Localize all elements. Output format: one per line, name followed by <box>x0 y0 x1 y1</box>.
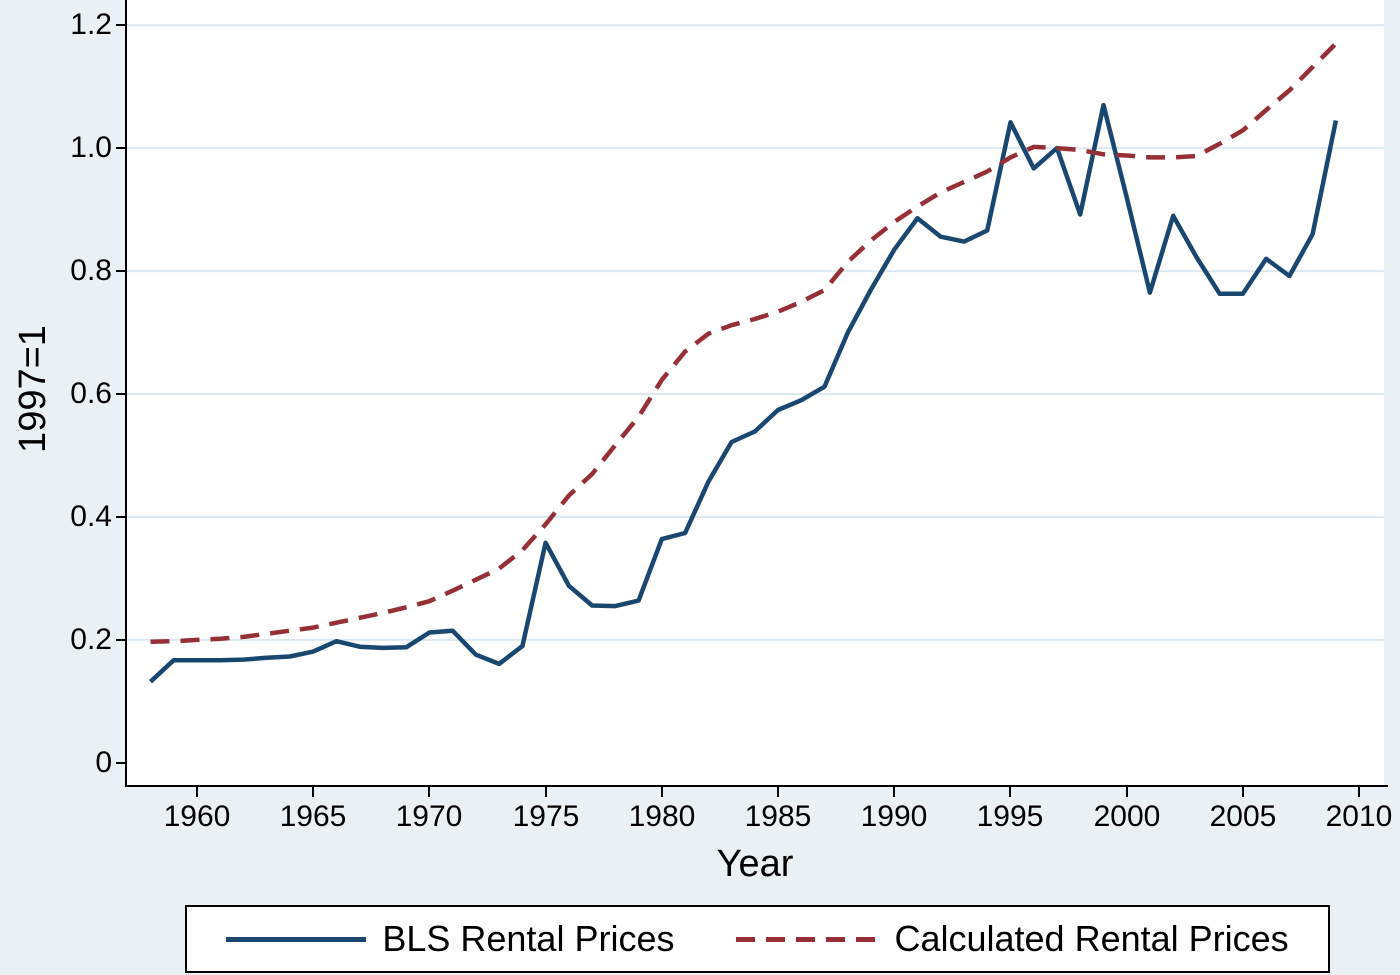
y-tick-mark <box>116 639 126 641</box>
x-tick-label: 2010 <box>1325 800 1393 833</box>
x-tick-label: 1960 <box>163 800 231 833</box>
y-tick-label: 0.6 <box>70 377 112 410</box>
x-tick-mark <box>661 787 663 797</box>
y-tick-mark <box>116 516 126 518</box>
plot-svg <box>127 24 1384 684</box>
x-tick-mark <box>1358 787 1360 797</box>
y-tick-label: 1.0 <box>70 131 112 164</box>
x-tick-mark <box>1242 787 1244 797</box>
legend-item-bls: BLS Rental Prices <box>226 918 674 960</box>
legend-label-bls: BLS Rental Prices <box>382 918 675 959</box>
x-tick-label: 1995 <box>976 800 1044 833</box>
y-tick-label: 0.8 <box>70 254 112 287</box>
x-axis-title: Year <box>716 843 794 885</box>
x-tick-label: 1975 <box>512 800 580 833</box>
y-axis-title: 1997=1 <box>12 325 54 453</box>
y-tick-label: 0.4 <box>70 500 112 533</box>
y-tick-label: 0.2 <box>70 623 112 656</box>
calculated-series-line <box>150 42 1338 645</box>
x-tick-label: 2005 <box>1209 800 1277 833</box>
y-axis-spine <box>125 0 127 787</box>
y-tick-mark <box>116 762 126 764</box>
x-tick-label: 1970 <box>395 800 463 833</box>
x-axis-spine <box>125 785 1388 787</box>
y-tick-mark <box>116 393 126 395</box>
gridlines <box>127 24 1384 641</box>
x-tick-label: 1990 <box>860 800 928 833</box>
legend-label-calculated: Calculated Rental Prices <box>894 918 1289 959</box>
y-tick-mark <box>116 147 126 149</box>
x-tick-mark <box>893 787 895 797</box>
plot-area <box>127 0 1384 785</box>
x-tick-mark <box>196 787 198 797</box>
x-tick-mark <box>428 787 430 797</box>
bls-line-sample-icon <box>226 936 367 942</box>
x-tick-label: 1965 <box>279 800 347 833</box>
x-tick-mark <box>1126 787 1128 797</box>
y-tick-mark <box>116 270 126 272</box>
y-tick-label: 1.2 <box>70 8 112 41</box>
x-tick-mark <box>312 787 314 797</box>
x-tick-label: 1985 <box>744 800 812 833</box>
x-tick-mark <box>777 787 779 797</box>
calculated-line-sample-icon <box>736 936 879 942</box>
bls-series-line <box>148 102 1339 684</box>
x-tick-label: 2000 <box>1093 800 1161 833</box>
y-tick-mark <box>116 24 126 26</box>
legend-item-calculated: Calculated Rental Prices <box>736 918 1289 960</box>
y-tick-label: 0 <box>95 746 112 779</box>
legend-box: BLS Rental Prices Calculated Rental Pric… <box>185 905 1330 973</box>
x-tick-label: 1980 <box>628 800 696 833</box>
x-tick-mark <box>545 787 547 797</box>
x-tick-mark <box>1009 787 1011 797</box>
